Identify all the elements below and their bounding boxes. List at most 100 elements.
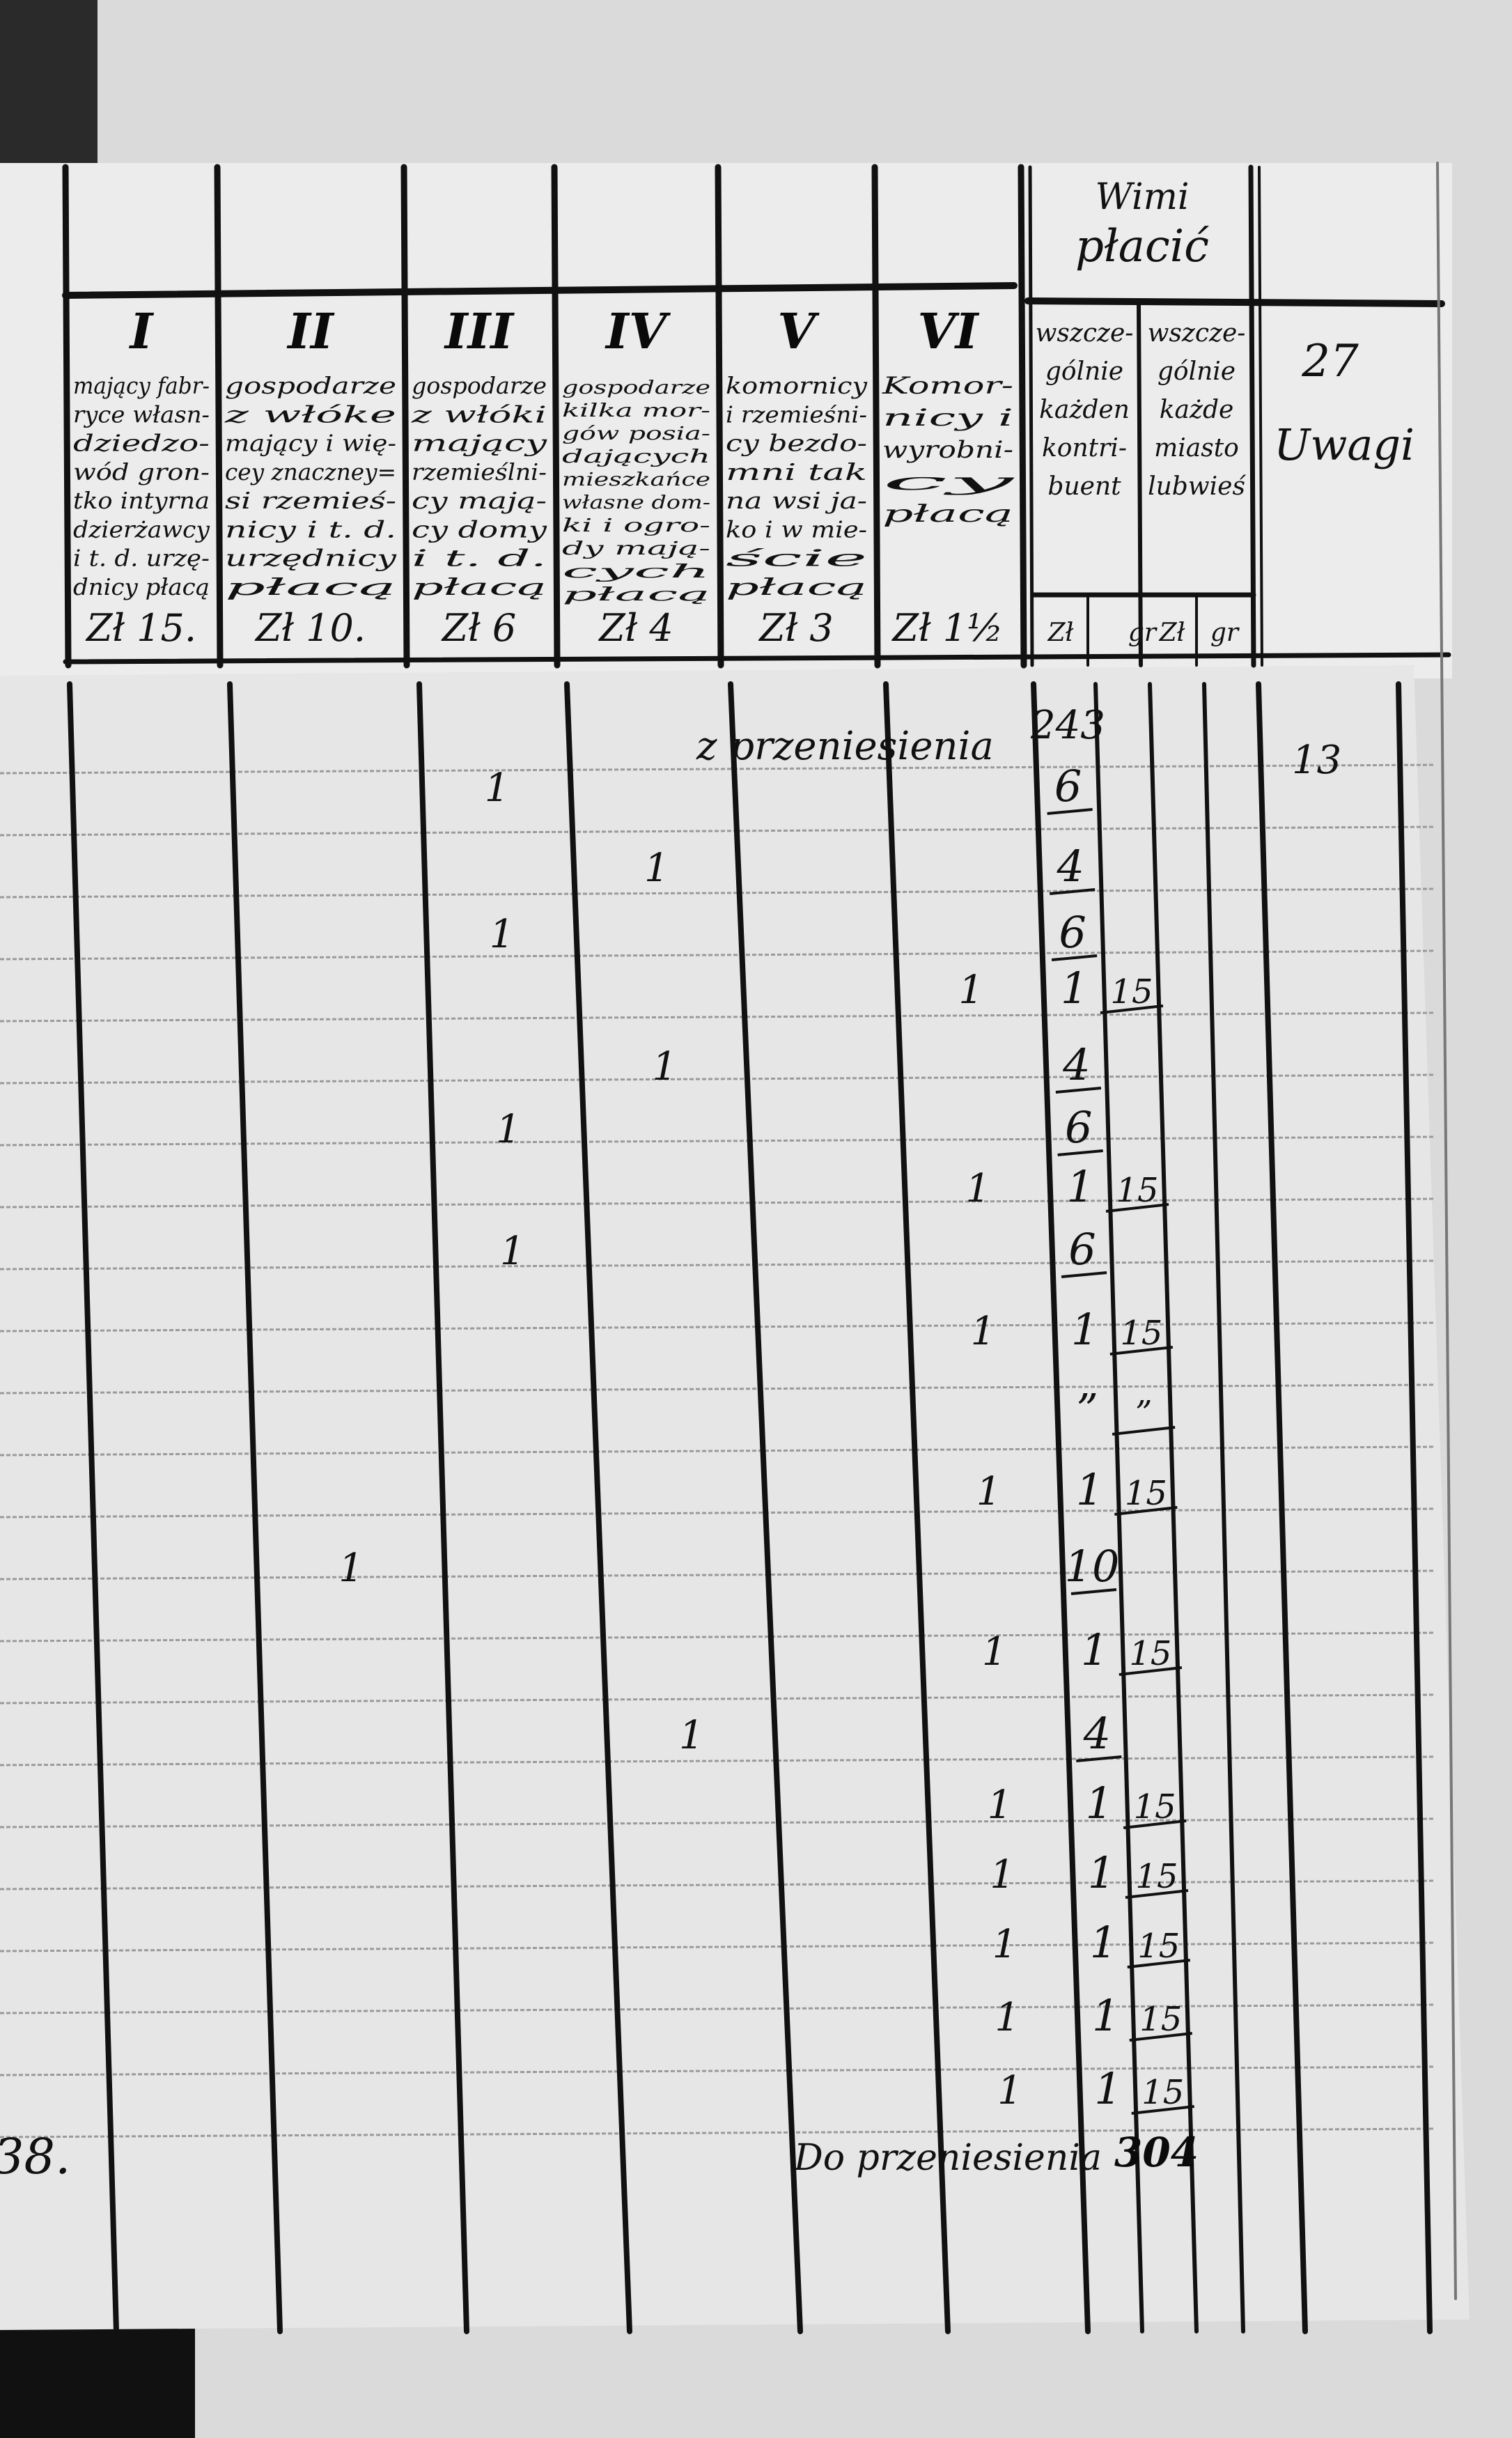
grosz-cell: 15 [1134, 1787, 1176, 1826]
dark-corner [0, 0, 98, 167]
ruled-line [0, 763, 1435, 775]
underline-stroke [1100, 1004, 1164, 1014]
column-description-line: ki i ogro- [562, 515, 710, 536]
ruled-line [0, 1197, 1435, 1209]
ruled-lines [0, 763, 1435, 2138]
body-column-line [1031, 681, 1091, 2334]
subcolumn-label-line: miasto [1154, 434, 1239, 463]
underline-stroke [1076, 1755, 1122, 1762]
underline-stroke [1055, 1087, 1102, 1094]
column-description-line: i rzemieśni- [726, 401, 867, 428]
zloty-cell: 4 [1083, 1708, 1111, 1759]
zloty-cell: 10 [1065, 1541, 1120, 1592]
header-crossbar [1024, 297, 1445, 307]
column-description-line: płacą [882, 500, 1013, 528]
column-description-line: komornicy [726, 372, 867, 399]
body-column-line [1396, 681, 1433, 2334]
count-cell: 1 [338, 1546, 364, 1591]
count-cell: 1 [965, 1166, 990, 1211]
count-cell: 1 [995, 1995, 1020, 2040]
grosz-cell: 15 [1110, 972, 1153, 1011]
zloty-cell: 1 [1088, 1847, 1115, 1898]
column-description-line: si rzemieś- [225, 487, 396, 514]
body-column-line [227, 681, 283, 2334]
ruled-line [0, 1073, 1435, 1085]
column-description-line: Komor- [882, 372, 1013, 400]
subcolumn-label-line: gólnie [1045, 357, 1123, 386]
zloty-cell: 1 [1090, 1917, 1117, 1968]
subcolumn-label-line: wszcze- [1036, 319, 1134, 348]
ruled-line [0, 2127, 1435, 2138]
underline-stroke [1051, 954, 1098, 961]
column-description-line: ście [726, 545, 867, 572]
subcolumn-label-line: każden [1039, 396, 1130, 424]
column-description-line: i t. d. [412, 545, 547, 572]
table-row: 1 1 15 [990, 1847, 1189, 1899]
zloty-cell: 6 [1054, 761, 1082, 812]
column-description-line: ryce własn- [73, 401, 210, 428]
column-numeral: V [777, 302, 820, 360]
column-rate: Zł 6 [441, 606, 517, 650]
underline-stroke [1127, 1959, 1191, 1969]
ruled-line [0, 1755, 1435, 1767]
underline-stroke [1109, 1346, 1174, 1356]
count-cell: 1 [485, 766, 510, 811]
column-description-line: płacą [562, 584, 710, 605]
grosz-cell: 15 [1135, 1857, 1178, 1896]
count-cell: 1 [644, 846, 669, 891]
column-description-line: dziedzo- [73, 430, 210, 457]
column-description-line: mni tak [726, 458, 867, 486]
carried-out-label: Do przeniesienia [793, 2137, 1102, 2179]
column-description-line: płacą [225, 573, 396, 600]
page-edge [1436, 162, 1457, 2300]
column-description-line: tko intyrna [73, 487, 210, 514]
carried-out-value: 304 [1114, 2129, 1199, 2176]
column-description-line: rzemieślni- [412, 458, 547, 486]
ruled-line [0, 1693, 1435, 1705]
zloty-cell: 1 [1094, 2063, 1121, 2114]
column-description-line: cych [562, 561, 710, 582]
count-cell: 1 [958, 968, 983, 1013]
zloty-cell: 1 [1086, 1778, 1113, 1829]
zloty-cell: 1 [1061, 963, 1088, 1014]
underline-stroke [1119, 1666, 1183, 1676]
table-row: 1 1 15 [997, 2063, 1194, 2115]
header-column-line [551, 164, 561, 669]
table-row: 1 10 [338, 1541, 1120, 1595]
count-cell: 1 [990, 1852, 1015, 1897]
carried-in-value: 243 [1030, 703, 1105, 748]
zloty-cell: ” [1076, 1384, 1098, 1435]
zloty-cell: 1 [1081, 1624, 1108, 1675]
column-numeral: I [129, 302, 155, 360]
remark-value: 13 [1292, 738, 1341, 783]
zloty-cell: 4 [1056, 841, 1084, 892]
column-rate: Zł 1½ [891, 606, 1004, 650]
grosz-cell: 15 [1139, 2000, 1182, 2039]
zloty-cell: 6 [1065, 1102, 1092, 1153]
column-description-line: cy mają- [412, 487, 547, 514]
zloty-cell: 6 [1068, 1224, 1096, 1275]
body-column-line [416, 681, 469, 2334]
count-cell: 1 [992, 1922, 1018, 1967]
ruled-line [0, 1941, 1435, 1952]
header-column-line [214, 164, 224, 669]
zloty-cell: 1 [1092, 1990, 1119, 2041]
header-column-line [400, 164, 410, 669]
grosz-cell: 15 [1125, 1474, 1167, 1513]
underline-stroke [1047, 808, 1093, 815]
column-description-line: z włóki [410, 401, 547, 428]
count-cell: 1 [652, 1044, 677, 1089]
ruled-line [0, 1445, 1435, 1457]
column-rate: Zł 15. [85, 606, 196, 650]
header-column-line [1258, 166, 1263, 667]
column-description-line: i t. d. urzę- [73, 545, 210, 572]
table-row: 1 1 15 [958, 963, 1164, 1014]
table-row: ”” [1076, 1384, 1176, 1436]
